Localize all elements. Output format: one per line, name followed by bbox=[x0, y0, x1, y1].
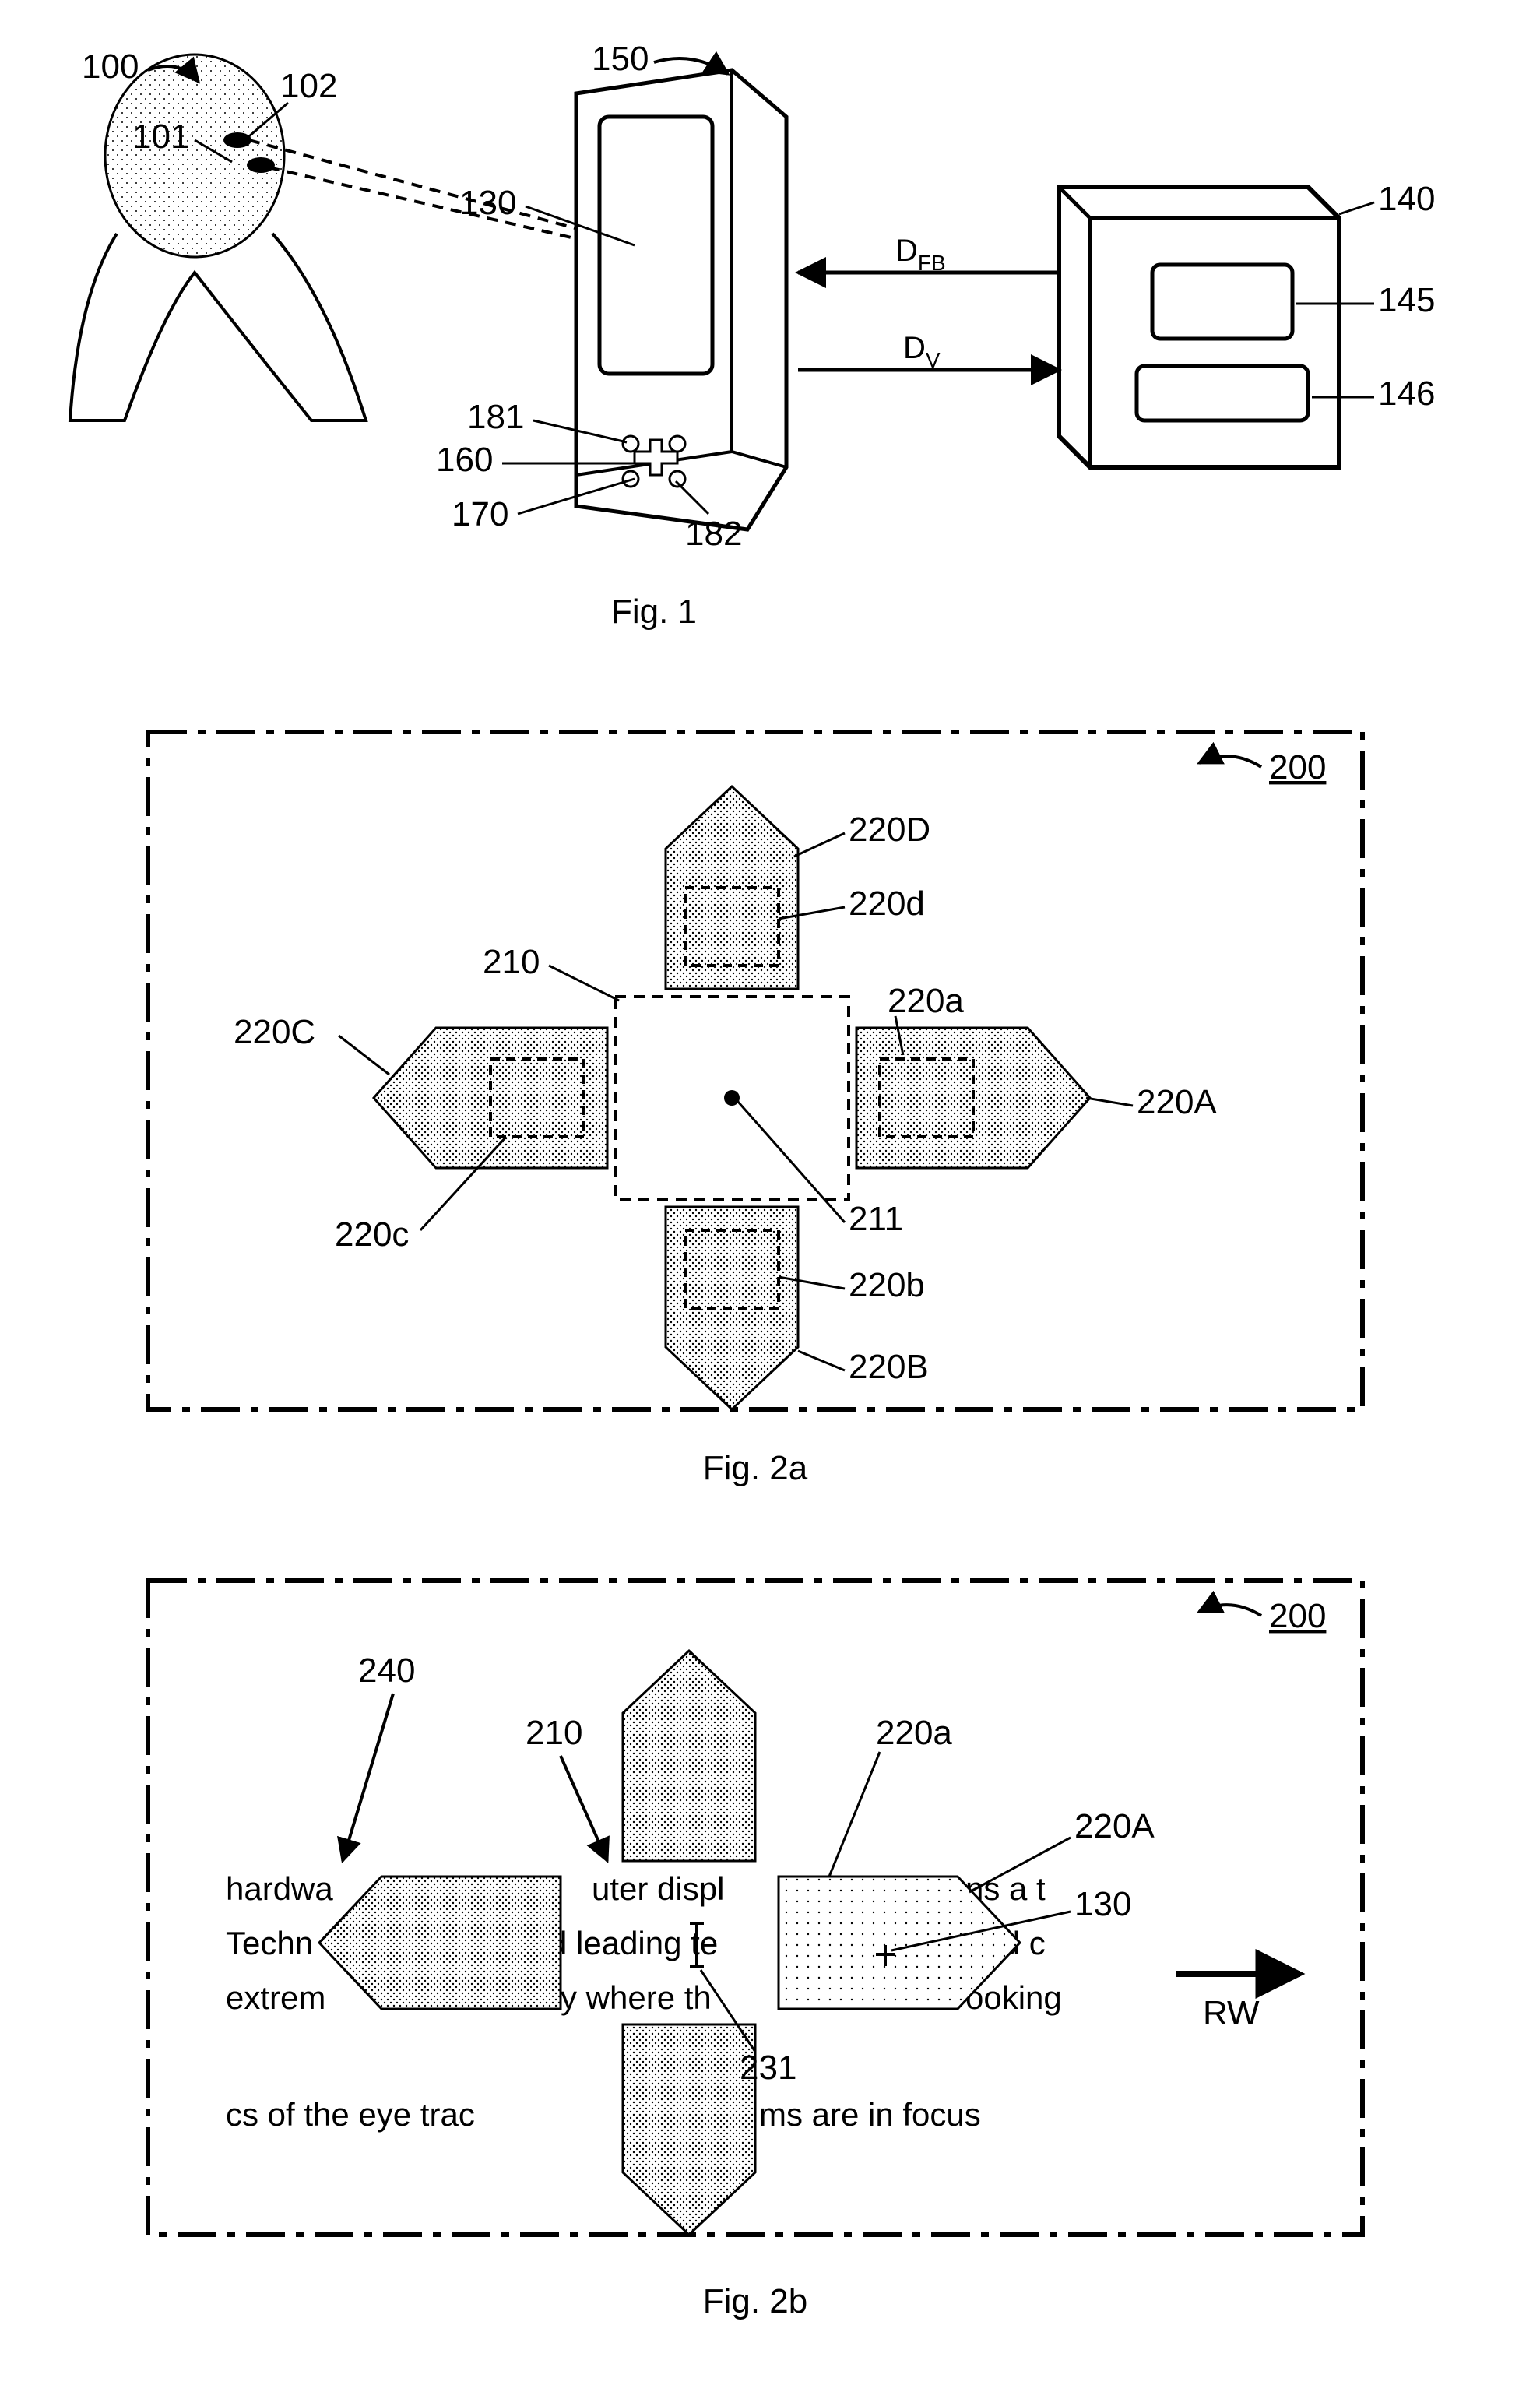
label-100: 100 bbox=[82, 47, 139, 86]
label-102: 102 bbox=[280, 67, 337, 105]
label-220C: 220C bbox=[234, 1013, 315, 1051]
box-140 bbox=[1059, 187, 1339, 467]
label-140: 140 bbox=[1378, 180, 1435, 218]
fig2b-svg: hardwa uter displ ns a t Techn d leading… bbox=[31, 1549, 1510, 2344]
label-220a_r: 220a bbox=[888, 982, 964, 1020]
label-220D: 220D bbox=[849, 811, 930, 849]
eye-right bbox=[247, 157, 275, 173]
label-182: 182 bbox=[685, 515, 742, 553]
svg-text:cs of the eye trac: cs of the eye trac bbox=[226, 2096, 475, 2133]
svg-text:y where th: y where th bbox=[561, 1979, 712, 2016]
label-170: 170 bbox=[452, 495, 508, 533]
fig1-svg: 100 101 102 150 130 181 160 170 182 bbox=[31, 31, 1510, 670]
label-220c: 220c bbox=[335, 1215, 409, 1254]
shape-left bbox=[319, 1877, 561, 2009]
label-220b: 220b bbox=[849, 1266, 925, 1304]
fig2a-caption: Fig. 2a bbox=[703, 1449, 808, 1487]
fig2a-svg: 200 220D 220d 210 220C 220a 220A 220c 21… bbox=[31, 701, 1510, 1518]
point-211 bbox=[724, 1090, 740, 1106]
svg-text:Techn: Techn bbox=[226, 1925, 313, 1961]
label-220d: 220d bbox=[849, 885, 925, 923]
label-220a-2b: 220a bbox=[876, 1714, 952, 1752]
label-dv: DV bbox=[903, 331, 941, 372]
figure-2a: 200 220D 220d 210 220C 220a 220A 220c 21… bbox=[31, 701, 1509, 1518]
label-240: 240 bbox=[358, 1651, 415, 1690]
svg-text:d leading te: d leading te bbox=[549, 1925, 718, 1961]
label-146: 146 bbox=[1378, 375, 1435, 413]
label-101: 101 bbox=[132, 118, 189, 156]
label-160: 160 bbox=[436, 441, 493, 479]
fig1-caption: Fig. 1 bbox=[611, 593, 697, 631]
label-145: 145 bbox=[1378, 281, 1435, 319]
label-220A: 220A bbox=[1137, 1083, 1217, 1121]
shape-bottom bbox=[623, 2024, 755, 2235]
svg-text:extrem: extrem bbox=[226, 1979, 325, 2016]
label-200-2b: 200 bbox=[1269, 1597, 1326, 1635]
figure-1: 100 101 102 150 130 181 160 170 182 bbox=[31, 31, 1509, 670]
label-210-2b: 210 bbox=[526, 1714, 582, 1752]
label-rw: RW bbox=[1203, 1994, 1260, 2032]
svg-text:ms are in focus: ms are in focus bbox=[759, 2096, 981, 2133]
label-130-2b: 130 bbox=[1074, 1885, 1131, 1923]
figure-2b: hardwa uter displ ns a t Techn d leading… bbox=[31, 1549, 1509, 2344]
device-150 bbox=[576, 70, 786, 529]
eye-left bbox=[223, 132, 251, 148]
body-outline bbox=[70, 234, 366, 420]
label-231: 231 bbox=[740, 2049, 796, 2087]
label-220B: 220B bbox=[849, 1348, 929, 1386]
label-dfb: DFB bbox=[895, 234, 946, 275]
svg-text:uter displ: uter displ bbox=[592, 1870, 724, 1907]
fig2b-caption: Fig. 2b bbox=[703, 2282, 808, 2320]
label-181: 181 bbox=[467, 398, 524, 436]
label-150: 150 bbox=[592, 40, 649, 78]
shape-top bbox=[623, 1651, 755, 1861]
label-130: 130 bbox=[459, 184, 516, 222]
label-210: 210 bbox=[483, 943, 540, 981]
svg-text:hardwa: hardwa bbox=[226, 1870, 333, 1907]
label-220A-2b: 220A bbox=[1074, 1807, 1155, 1845]
label-200: 200 bbox=[1269, 748, 1326, 786]
label-211: 211 bbox=[849, 1200, 903, 1238]
